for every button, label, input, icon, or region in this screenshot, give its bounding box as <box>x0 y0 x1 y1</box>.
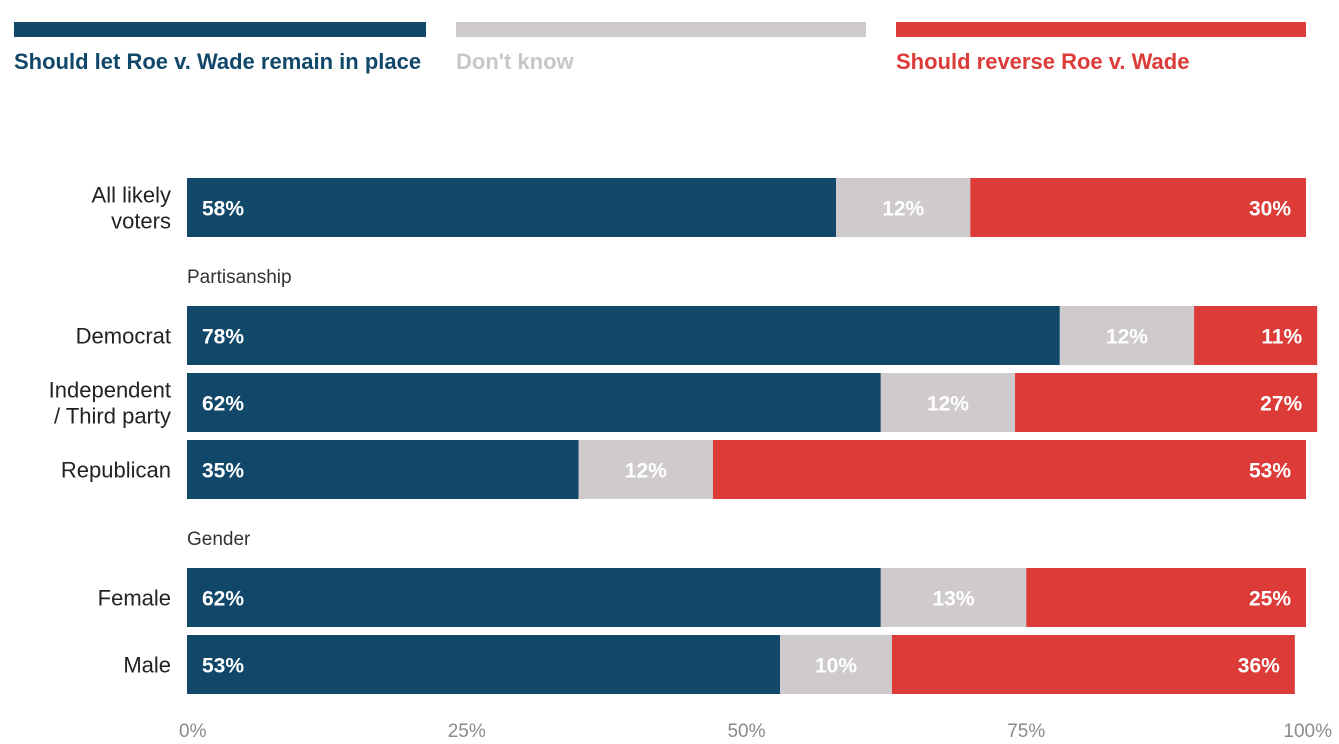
category-label: Democrat <box>76 324 171 349</box>
x-tick-label: 100% <box>1283 721 1332 742</box>
category-label: Male <box>123 653 171 678</box>
data-label: 62% <box>202 393 244 416</box>
x-tick-label: 0% <box>179 721 207 742</box>
data-label: 12% <box>625 460 667 483</box>
data-label: 27% <box>1260 393 1302 416</box>
bar-segment-dont-know <box>578 440 713 499</box>
category-label: Female <box>98 586 171 611</box>
data-label: 13% <box>932 588 974 611</box>
bar-segment-reverse <box>970 178 1306 237</box>
data-label: 30% <box>1249 198 1291 221</box>
category-label: Independent / Third party <box>49 378 171 429</box>
legend-label-dont-know: Don't know <box>456 49 574 74</box>
category-label-line: Independent <box>49 378 171 403</box>
category-label-line: Republican <box>61 458 171 483</box>
category-label: Republican <box>61 458 171 483</box>
legend-item-dont-know: Don't know <box>456 22 866 78</box>
legend-label-remain: Should let Roe v. Wade remain in place <box>14 49 422 74</box>
data-label: 12% <box>927 393 969 416</box>
category-label-line: / Third party <box>54 404 171 429</box>
group-header-partisanship: Partisanship <box>187 267 292 288</box>
data-label: 58% <box>202 198 244 221</box>
bar-segment-reverse <box>1026 568 1306 627</box>
legend-swatch-reverse <box>896 22 1306 37</box>
x-tick-label: 75% <box>1007 721 1045 742</box>
group-header-gender: Gender <box>187 529 251 550</box>
data-label: 36% <box>1238 655 1280 678</box>
data-label: 12% <box>882 198 924 221</box>
bar-segment-dont-know <box>880 373 1016 432</box>
chart-legend: Should let Roe v. Wade remain in place D… <box>0 0 1339 120</box>
category-label-line: Democrat <box>76 324 171 349</box>
category-label-line: voters <box>111 209 171 234</box>
legend-swatch-dont-know <box>456 22 866 37</box>
bar-segment-dont-know <box>880 568 1027 627</box>
data-label: 12% <box>1106 326 1148 349</box>
x-tick-label: 50% <box>727 721 765 742</box>
data-label: 53% <box>202 655 244 678</box>
bar-segment-remain <box>187 568 881 627</box>
bar-segment-remain <box>187 178 837 237</box>
data-label: 78% <box>202 326 244 349</box>
bar-segment-remain <box>187 373 881 432</box>
bar-segment-reverse <box>1015 373 1318 432</box>
legend-swatch-remain <box>14 22 426 37</box>
legend-item-reverse: Should reverse Roe v. Wade <box>896 22 1306 78</box>
bar-segment-reverse <box>712 440 1306 499</box>
bar-segment-remain <box>187 440 579 499</box>
legend-label-reverse: Should reverse Roe v. Wade <box>896 49 1190 74</box>
data-label: 10% <box>815 655 857 678</box>
bar-segment-reverse <box>1194 306 1318 365</box>
data-label: 11% <box>1261 326 1302 349</box>
data-label: 25% <box>1249 588 1291 611</box>
bar-segment-dont-know <box>1059 306 1195 365</box>
x-tick-label: 25% <box>448 721 486 742</box>
category-label-line: Male <box>123 653 171 678</box>
bar-segment-reverse <box>891 635 1295 694</box>
data-label: 35% <box>202 460 244 483</box>
category-label-line: Female <box>98 586 171 611</box>
bar-segment-dont-know <box>780 635 892 694</box>
data-label: 62% <box>202 588 244 611</box>
category-label-line: All likely <box>92 183 171 208</box>
legend-item-remain: Should let Roe v. Wade remain in place <box>14 22 426 78</box>
category-label: All likely voters <box>92 183 171 234</box>
bar-segment-dont-know <box>836 178 971 237</box>
data-label: 53% <box>1249 460 1291 483</box>
bar-segment-remain <box>187 306 1060 365</box>
bar-segment-remain <box>187 635 781 694</box>
